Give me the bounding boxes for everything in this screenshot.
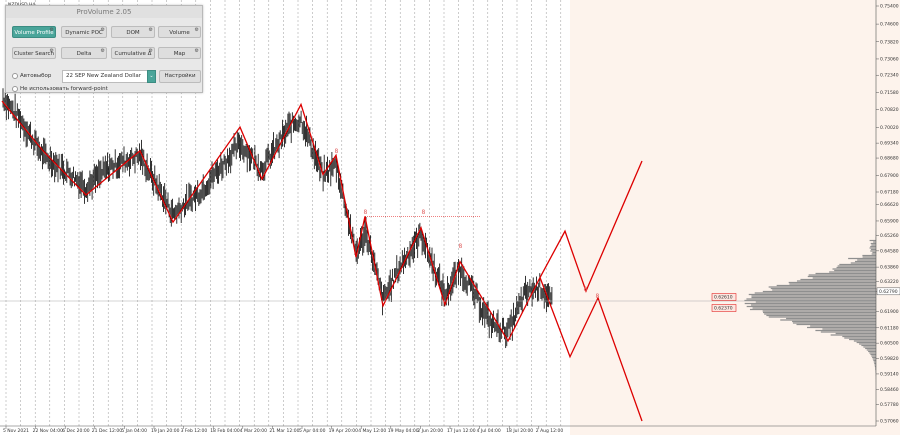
- gear-icon[interactable]: ⚙: [100, 27, 105, 33]
- instrument-select[interactable]: 22 SEP New Zealand Dollar: [62, 70, 148, 83]
- price-tick-label: 0.74600: [880, 22, 899, 28]
- volume-profile-button[interactable]: Volume Profile ⚙: [12, 26, 56, 38]
- time-tick-label: 4 Jul 04:00: [477, 428, 501, 434]
- cluster-search-button[interactable]: Cluster Search ⚙: [12, 47, 56, 59]
- time-tick-label: 22 Nov 04:00: [33, 428, 63, 434]
- gear-icon[interactable]: ⚙: [49, 27, 54, 33]
- map-button[interactable]: Map ⚙: [158, 47, 201, 59]
- wave-marker: 8: [335, 148, 339, 155]
- settings-button[interactable]: Настройки: [159, 70, 201, 83]
- time-tick-label: 2 Aug 12:00: [536, 428, 564, 434]
- price-tag-label: 0.62370: [714, 306, 733, 312]
- price-tick-label: 0.70020: [880, 125, 899, 131]
- time-tick-label: 19 Jan 20:00: [151, 428, 180, 434]
- time-tick-label: 19 Apr 20:00: [329, 428, 358, 434]
- time-tick-label: 5 Apr 04:00: [299, 428, 326, 434]
- time-tick-label: 6 Dec 20:00: [62, 428, 90, 434]
- price-tick-label: 0.57060: [880, 419, 899, 425]
- time-tick-label: 17 Jun 12:00: [447, 428, 476, 434]
- auto-select-radio[interactable]: [12, 73, 18, 79]
- price-tick-label: 0.69340: [880, 141, 899, 147]
- price-tick-label: 0.61180: [880, 325, 899, 331]
- zigzag-line: [1, 100, 643, 343]
- cumulative-delta-button[interactable]: Cumulative Δ ⚙: [111, 47, 155, 59]
- wave-marker: 8: [459, 243, 463, 250]
- price-tick-label: 0.60500: [880, 341, 899, 347]
- dynamic-poc-button[interactable]: Dynamic POC ⚙: [61, 26, 107, 38]
- gear-icon[interactable]: ⚙: [194, 27, 199, 33]
- price-tick-label: 0.63860: [880, 265, 899, 271]
- time-tick-label: 2 Jun 20:00: [417, 428, 443, 434]
- wave-marker: 8: [364, 209, 368, 216]
- gear-icon[interactable]: ⚙: [148, 48, 153, 54]
- time-tick-label: 5 Jan 04:00: [121, 428, 147, 434]
- price-tick-label: 0.67900: [880, 173, 899, 179]
- provolume-panel[interactable]: ProVolume 2.05 Volume Profile ⚙ Dynamic P…: [5, 5, 203, 93]
- price-tick-label: 0.63220: [880, 279, 899, 285]
- price-tick-label: 0.65900: [880, 218, 899, 224]
- gear-icon[interactable]: ⚙: [194, 48, 199, 54]
- time-tick-label: 18 Jul 20:00: [506, 428, 533, 434]
- price-tick-label: 0.65260: [880, 233, 899, 239]
- price-tick-label: 0.73060: [880, 56, 899, 62]
- forward-point-label: Не использовать forward-point: [20, 86, 108, 92]
- time-tick-label: 3 Feb 12:00: [181, 428, 208, 434]
- price-tick-label: 0.67180: [880, 190, 899, 196]
- chart-future-area: [570, 0, 876, 435]
- forward-point-checkbox[interactable]: [12, 86, 18, 92]
- time-tick-label: 5 Nov 2021: [3, 428, 29, 434]
- time-tick-label: 18 Feb 04:00: [210, 428, 240, 434]
- price-tick-label: 0.58460: [880, 387, 899, 393]
- price-tick-label: 0.59820: [880, 356, 899, 362]
- gear-icon[interactable]: ⚙: [148, 27, 153, 33]
- price-tag: [711, 304, 737, 312]
- zigzag-projection-line: [539, 277, 643, 422]
- time-tick-label: 4 Mar 20:00: [240, 428, 267, 434]
- panel-title[interactable]: ProVolume 2.05: [6, 6, 202, 18]
- price-tick-label: 0.71580: [880, 90, 899, 96]
- wave-marker: 8: [422, 209, 426, 216]
- price-tag: [711, 293, 737, 301]
- time-tick-label: 4 May 12:00: [358, 428, 386, 434]
- time-tick-label: 19 May 04:00: [388, 428, 419, 434]
- current-price-tag: [876, 287, 900, 296]
- price-tick-label: 0.57780: [880, 402, 899, 408]
- price-tick-label: 0.68680: [880, 156, 899, 162]
- price-tick-label: 0.59140: [880, 371, 899, 377]
- time-tick-label: 21 Dec 12:00: [92, 428, 122, 434]
- gear-icon[interactable]: ⚙: [49, 48, 54, 54]
- volume-button[interactable]: Volume ⚙: [158, 26, 201, 38]
- price-tick-label: 0.61900: [880, 309, 899, 315]
- price-tick-label: 0.64580: [880, 248, 899, 254]
- auto-select-label: Автовыбор: [20, 73, 52, 79]
- price-tick-label: 0.72340: [880, 73, 899, 79]
- chevron-down-icon[interactable]: ⌄: [147, 70, 156, 83]
- price-tick-label: 0.70820: [880, 107, 899, 113]
- price-tick-label: 0.66620: [880, 202, 899, 208]
- time-tick-label: 21 Mar 12:00: [269, 428, 299, 434]
- wave-marker: 8: [596, 293, 600, 300]
- price-tick-label: 0.75400: [880, 4, 899, 10]
- current-price-label: 0.62790: [879, 289, 898, 295]
- wave-marker: 8: [584, 286, 588, 293]
- delta-button[interactable]: Delta ⚙: [61, 47, 107, 59]
- price-tick-label: 0.73820: [880, 39, 899, 45]
- price-tag-label: 0.62610: [714, 295, 733, 301]
- dom-button[interactable]: DOM ⚙: [111, 26, 155, 38]
- gear-icon[interactable]: ⚙: [100, 48, 105, 54]
